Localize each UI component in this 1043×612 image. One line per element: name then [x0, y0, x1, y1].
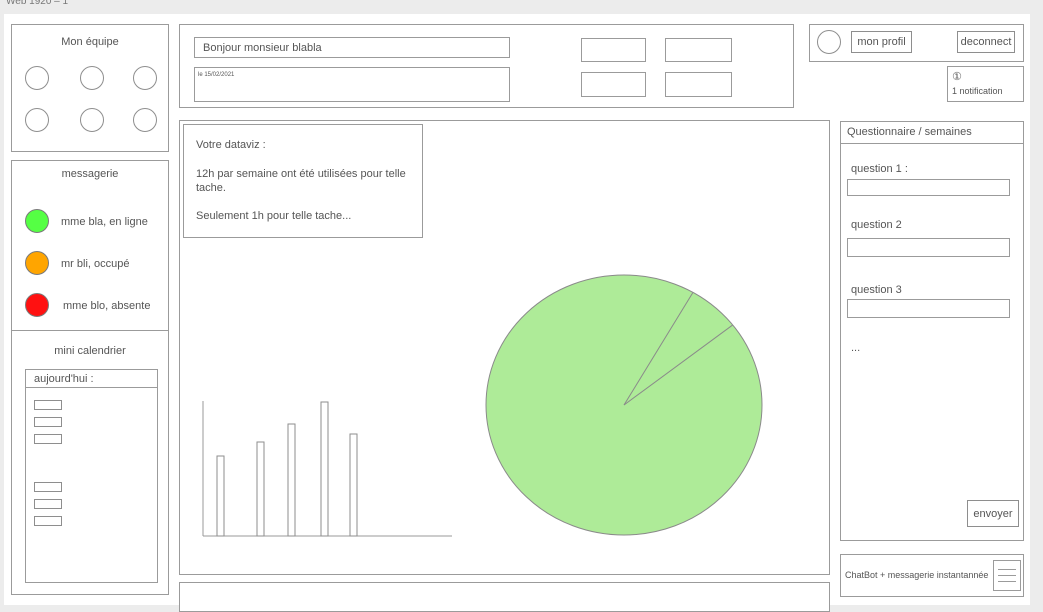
header-widget[interactable]: [581, 72, 646, 97]
calendar-event[interactable]: [34, 499, 62, 509]
calendar-event[interactable]: [34, 482, 62, 492]
dataviz-chart-area: [202, 274, 763, 537]
calendar-title: mini calendrier: [54, 345, 126, 357]
contact-label[interactable]: mme blo, absente: [63, 300, 151, 312]
header-widget[interactable]: [581, 38, 646, 62]
calendar-today-label: aujourd'hui :: [34, 373, 94, 385]
team-member-avatar[interactable]: [25, 66, 49, 90]
header-panel: Bonjour monsieur blabla le 15/02/2021: [179, 24, 794, 108]
profile-panel: mon profil deconnect: [809, 24, 1024, 62]
questionnaire-more: ...: [851, 342, 861, 354]
status-online-icon: [25, 209, 49, 233]
team-member-avatar[interactable]: [133, 108, 157, 132]
header-widget[interactable]: [665, 38, 732, 62]
date-field[interactable]: le 15/02/2021: [194, 67, 510, 102]
question-label: question 1 :: [851, 163, 908, 175]
header-widget[interactable]: [665, 72, 732, 97]
mini-calendar-panel: mini calendrier aujourd'hui :: [11, 330, 169, 595]
bar-chart: [202, 401, 452, 537]
questionnaire-header: [841, 122, 1023, 144]
calendar-today-header: [26, 370, 157, 388]
team-member-avatar[interactable]: [133, 66, 157, 90]
calendar-event[interactable]: [34, 516, 62, 526]
chatbot-label: ChatBot + messagerie instantannée: [845, 570, 989, 580]
calendar-event[interactable]: [34, 400, 62, 410]
calendar-event[interactable]: [34, 434, 62, 444]
bar: [256, 441, 265, 537]
bar: [216, 455, 225, 537]
questionnaire-title: Questionnaire / semaines: [847, 126, 972, 138]
send-button[interactable]: envoyer: [967, 500, 1019, 527]
pie-chart: [485, 274, 763, 536]
notification-box[interactable]: ① 1 notification: [947, 66, 1024, 102]
profile-button[interactable]: mon profil: [851, 31, 912, 53]
pie-slice-boundary: [623, 324, 734, 406]
bottom-panel: [179, 582, 830, 612]
question-1-input[interactable]: [847, 179, 1010, 196]
dataviz-title: Votre dataviz :: [196, 139, 266, 151]
question-label: question 3: [851, 284, 902, 296]
page-canvas: Mon équipe messagerie mme bla, en ligne …: [4, 14, 1030, 612]
date-text: le 15/02/2021: [198, 72, 235, 78]
team-member-avatar[interactable]: [80, 108, 104, 132]
chatbot-bar[interactable]: ChatBot + messagerie instantannée: [840, 554, 1024, 597]
calendar-event[interactable]: [34, 417, 62, 427]
logout-button[interactable]: deconnect: [957, 31, 1015, 53]
question-label: question 2: [851, 219, 902, 231]
hamburger-menu-icon[interactable]: [993, 560, 1021, 591]
team-member-avatar[interactable]: [25, 108, 49, 132]
greeting-text: Bonjour monsieur blabla: [203, 42, 322, 54]
team-title: Mon équipe: [61, 36, 119, 48]
frame-label: Web 1920 – 1: [6, 0, 69, 7]
pie-slice-boundary: [623, 292, 694, 406]
dataviz-line1: 12h par semaine ont été utilisées pour t…: [196, 168, 406, 194]
notification-label: 1 notification: [952, 86, 1003, 96]
question-2-input[interactable]: [847, 238, 1010, 257]
status-absent-icon: [25, 293, 49, 317]
bar: [320, 401, 329, 537]
profile-avatar[interactable]: [817, 30, 841, 54]
contact-label[interactable]: mme bla, en ligne: [61, 216, 148, 228]
contact-label[interactable]: mr bli, occupé: [61, 258, 130, 270]
messaging-title: messagerie: [61, 168, 119, 180]
dataviz-line2: Seulement 1h pour telle tache...: [196, 210, 352, 222]
calendar-today-box[interactable]: aujourd'hui :: [25, 369, 158, 583]
status-busy-icon: [25, 251, 49, 275]
dataviz-panel: Votre dataviz : 12h par semaine ont été …: [179, 120, 830, 575]
team-member-avatar[interactable]: [80, 66, 104, 90]
notification-icon: ①: [952, 71, 962, 83]
question-3-input[interactable]: [847, 299, 1010, 318]
questionnaire-panel: Questionnaire / semaines question 1 : qu…: [840, 121, 1024, 541]
bar: [349, 433, 358, 537]
bar: [287, 423, 296, 537]
greeting-field[interactable]: Bonjour monsieur blabla: [194, 37, 510, 58]
team-panel: Mon équipe: [11, 24, 169, 152]
messaging-panel: messagerie mme bla, en ligne mr bli, occ…: [11, 160, 169, 332]
dataviz-text-box: Votre dataviz : 12h par semaine ont été …: [183, 124, 423, 238]
